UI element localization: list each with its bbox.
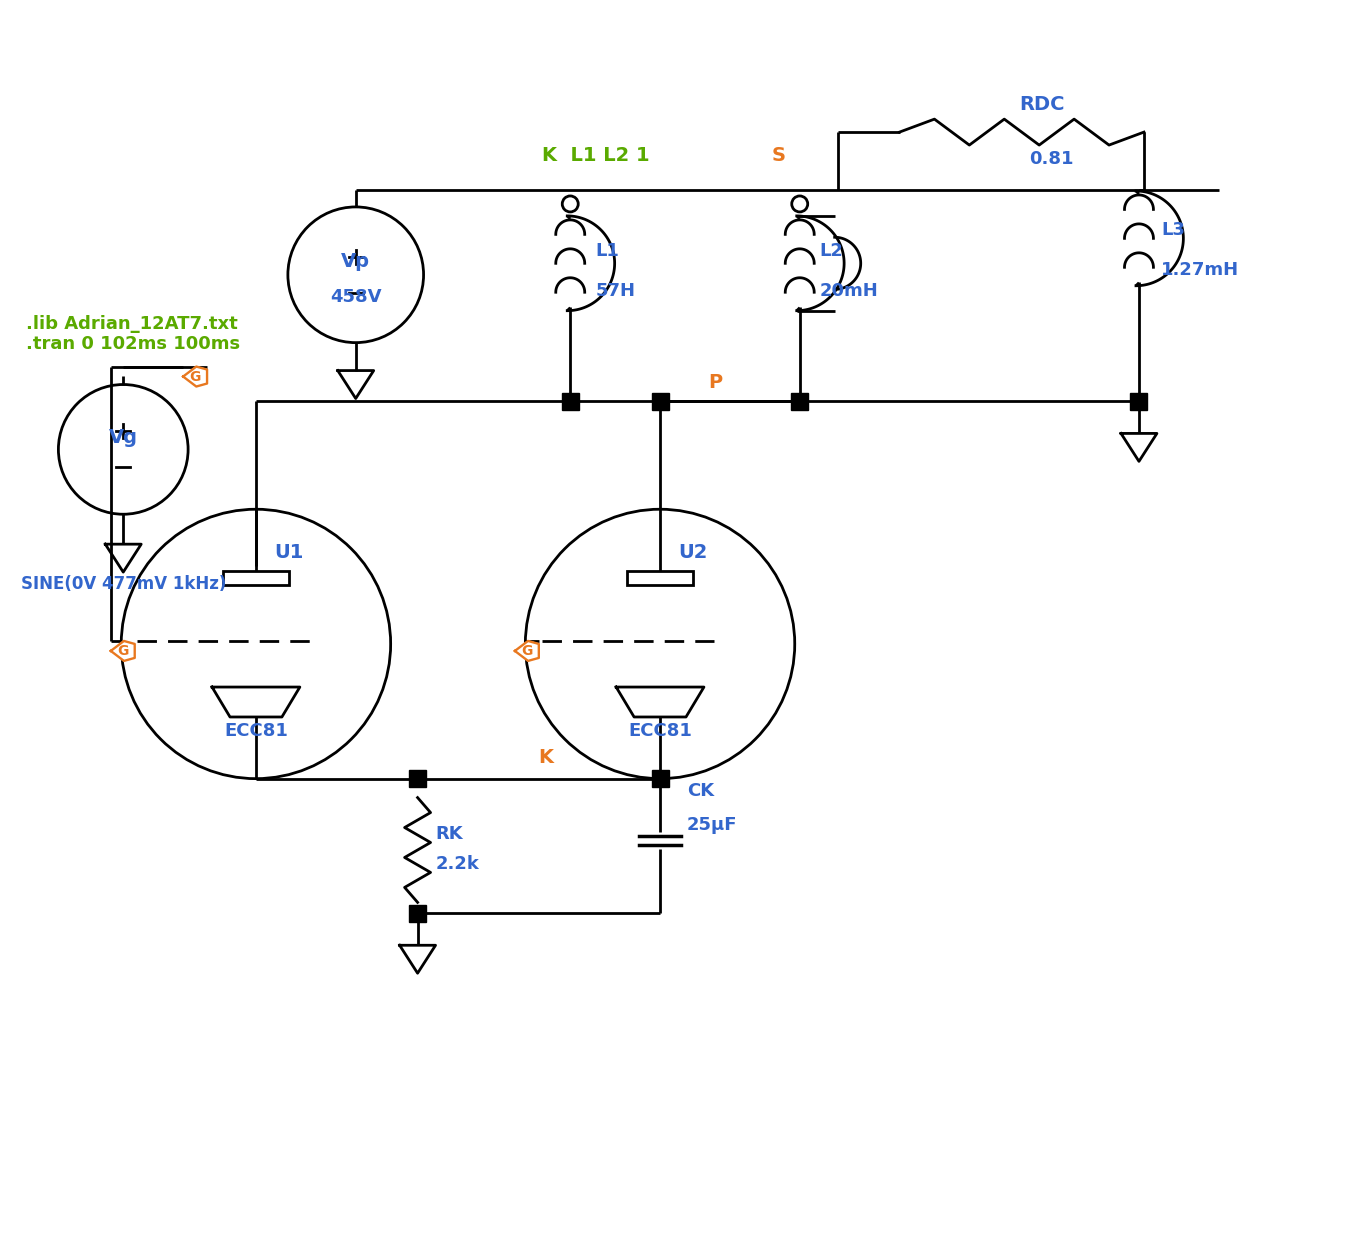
Text: 458V: 458V: [330, 287, 382, 306]
Bar: [652, 771, 668, 787]
Text: G: G: [521, 644, 532, 658]
Text: 2.2k: 2.2k: [436, 855, 479, 873]
Polygon shape: [515, 641, 539, 660]
Text: .lib Adrian_12AT7.txt
.tran 0 102ms 100ms: .lib Adrian_12AT7.txt .tran 0 102ms 100m…: [26, 315, 240, 353]
Text: L1: L1: [595, 243, 619, 260]
Text: S: S: [771, 146, 786, 165]
Text: 57H: 57H: [595, 282, 636, 300]
Text: U2: U2: [678, 543, 708, 561]
Text: SINE(0V 477mV 1kHz): SINE(0V 477mV 1kHz): [22, 575, 227, 593]
Bar: [409, 904, 426, 922]
Text: L2: L2: [820, 243, 843, 260]
Bar: [792, 393, 808, 410]
Bar: [627, 571, 693, 585]
Polygon shape: [617, 688, 703, 717]
Text: U1: U1: [274, 543, 303, 561]
Polygon shape: [183, 367, 206, 387]
Text: ECC81: ECC81: [629, 722, 693, 741]
Bar: [562, 393, 579, 410]
Text: G: G: [189, 369, 201, 384]
Polygon shape: [212, 688, 300, 717]
Text: 1.27mH: 1.27mH: [1161, 261, 1238, 279]
Polygon shape: [111, 641, 134, 660]
Bar: [409, 771, 426, 787]
Text: P: P: [708, 373, 722, 392]
Text: K: K: [538, 747, 553, 767]
Text: L3: L3: [1161, 222, 1184, 239]
Text: 25μF: 25μF: [687, 815, 737, 834]
Text: Vp: Vp: [341, 253, 371, 271]
Bar: [652, 393, 668, 410]
Text: K  L1 L2 1: K L1 L2 1: [542, 146, 650, 165]
Text: CK: CK: [687, 782, 714, 799]
Text: 0.81: 0.81: [1029, 150, 1074, 169]
Text: RDC: RDC: [1018, 95, 1065, 114]
Text: RK: RK: [436, 825, 463, 843]
Text: ECC81: ECC81: [224, 722, 288, 741]
Bar: [223, 571, 289, 585]
Text: 20mH: 20mH: [820, 282, 879, 300]
Text: Vg: Vg: [109, 427, 137, 447]
Text: G: G: [117, 644, 129, 658]
Bar: [1130, 393, 1148, 410]
